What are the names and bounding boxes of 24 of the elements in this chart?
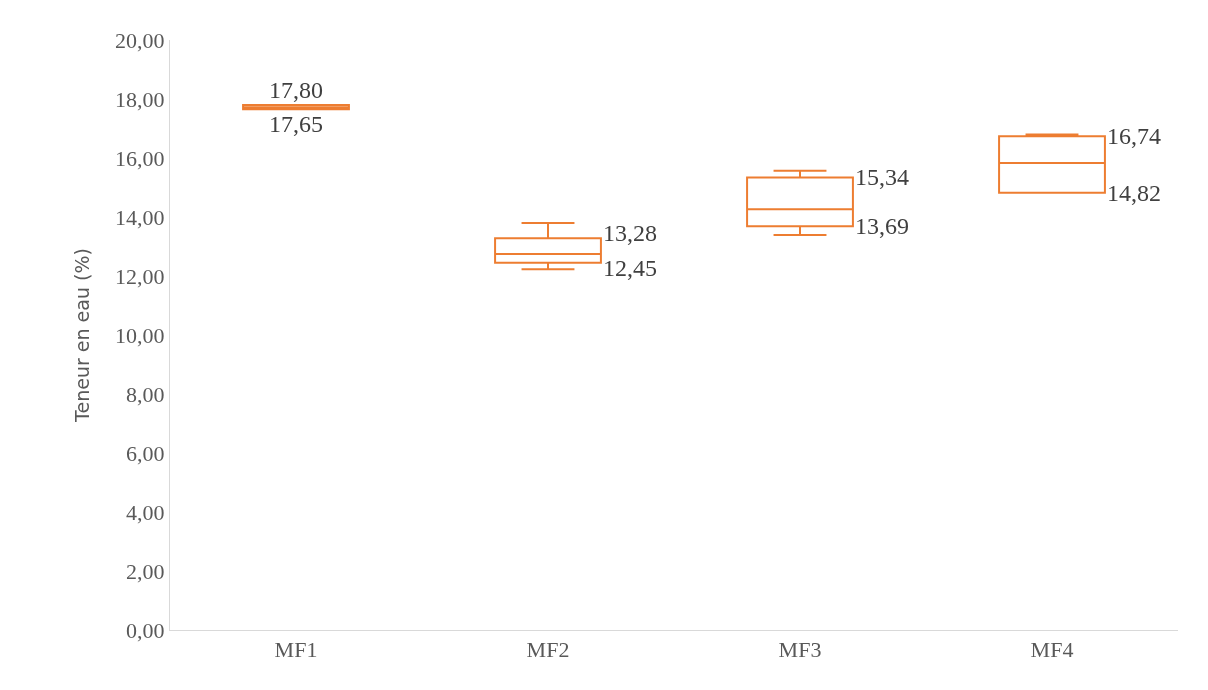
y-tick-label: 6,00 (126, 440, 165, 466)
y-tick-label: 0,00 (126, 617, 165, 643)
annotation: 15,34 (855, 164, 909, 190)
annotation: 17,80 (269, 77, 323, 103)
y-tick-label: 8,00 (126, 381, 165, 407)
y-tick-label: 10,00 (115, 322, 165, 348)
annotation: 13,69 (855, 213, 909, 239)
annotation: 12,45 (603, 255, 657, 281)
y-tick-label: 2,00 (126, 558, 165, 584)
y-tick-label: 14,00 (115, 204, 165, 230)
y-tick-label: 20,00 (115, 27, 165, 53)
x-tick-label: MF3 (778, 637, 822, 663)
x-tick-label: MF4 (1030, 637, 1074, 663)
y-axis-title: Teneur en eau (%) (70, 248, 93, 423)
y-tick-label: 4,00 (126, 499, 165, 525)
x-tick-label: MF1 (274, 637, 318, 663)
y-tick-label: 16,00 (115, 145, 165, 171)
annotation: 17,65 (269, 111, 323, 137)
y-tick-label: 12,00 (115, 263, 165, 289)
y-tick-label: 18,00 (115, 86, 165, 112)
annotation: 16,74 (1107, 123, 1161, 149)
x-tick-label: MF2 (526, 637, 570, 663)
annotation: 14,82 (1107, 180, 1161, 206)
annotation: 13,28 (603, 220, 657, 246)
